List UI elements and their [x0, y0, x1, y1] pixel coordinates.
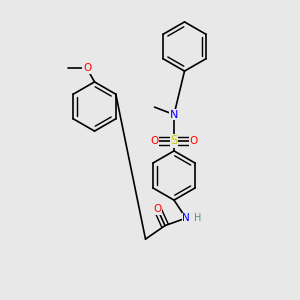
- Text: H: H: [194, 213, 202, 223]
- Text: S: S: [170, 134, 178, 148]
- Text: O: O: [83, 63, 91, 74]
- Text: O: O: [189, 136, 198, 146]
- Text: O: O: [150, 136, 159, 146]
- Text: N: N: [170, 110, 178, 120]
- Text: O: O: [153, 204, 162, 214]
- Text: N: N: [182, 213, 190, 223]
